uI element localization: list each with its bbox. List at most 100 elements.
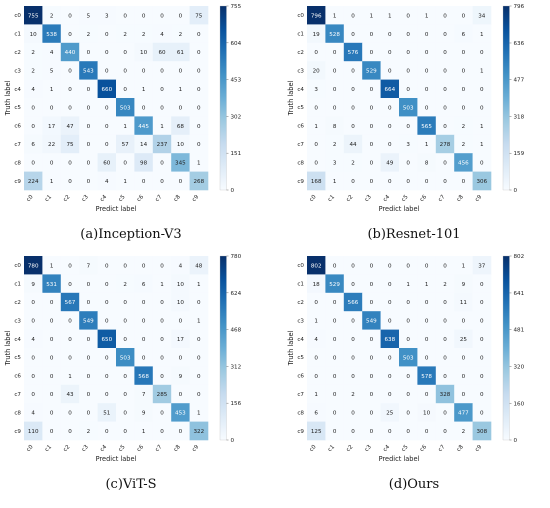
cell-value-label: 0 — [480, 392, 484, 398]
cell-value-label: 780 — [28, 263, 39, 269]
panel-caption: (c)ViT-S — [105, 477, 156, 492]
heatmap-cell — [454, 274, 473, 294]
cell-value-label: 0 — [425, 50, 429, 56]
cell-value-label: 0 — [370, 355, 374, 361]
heatmap-cell — [189, 153, 209, 172]
cell-value-label: 0 — [443, 355, 447, 361]
x-tick-label: c5 — [118, 194, 127, 203]
cell-value-label: 17 — [177, 337, 185, 343]
heatmap-cell — [325, 348, 345, 367]
cell-value-label: 529 — [366, 69, 377, 75]
heatmap-cell — [454, 311, 473, 330]
heatmap-cell — [79, 24, 98, 44]
y-tick-label: c6 — [297, 374, 304, 380]
x-tick-label: c5 — [118, 444, 127, 453]
cell-value-label: 0 — [142, 69, 146, 75]
cell-value-label: 0 — [425, 263, 429, 269]
heatmap-cell — [42, 79, 62, 99]
y-tick-label: c3 — [297, 68, 304, 74]
cell-value-label: 0 — [462, 179, 466, 185]
heatmap-cell — [362, 256, 381, 275]
cell-value-label: 0 — [333, 300, 337, 306]
heatmap-cell — [307, 292, 326, 312]
x-tick-label: c6 — [419, 194, 428, 203]
heatmap-cell — [24, 6, 43, 25]
heatmap-cell — [380, 256, 400, 275]
cell-value-label: 60 — [158, 50, 166, 56]
heatmap-cell — [152, 384, 172, 404]
cell-value-label: 0 — [50, 392, 54, 398]
heatmap-cell — [325, 24, 345, 44]
heatmap-cell — [42, 6, 62, 25]
cell-value-label: 0 — [105, 263, 109, 269]
heatmap-cell — [399, 421, 418, 441]
cell-value-label: 48 — [195, 263, 203, 269]
cell-value-label: 9 — [31, 282, 35, 288]
cell-value-label: 1 — [160, 124, 164, 130]
colorbar-tick-label: 0 — [231, 438, 235, 444]
cell-value-label: 0 — [370, 337, 374, 343]
y-tick-label: c1 — [297, 282, 304, 288]
heatmap-cell — [97, 116, 117, 136]
heatmap-cell — [380, 153, 400, 172]
heatmap-cell — [325, 42, 345, 62]
colorbar-tick-label: 636 — [514, 41, 525, 47]
heatmap-cell — [189, 329, 209, 349]
heatmap-cell — [435, 366, 455, 386]
heatmap-cell — [189, 116, 209, 136]
heatmap-cell — [134, 256, 154, 275]
cell-value-label: 0 — [333, 319, 337, 325]
heatmap-cell — [472, 24, 492, 44]
cell-value-label: 60 — [103, 161, 111, 167]
heatmap-cell — [42, 171, 62, 191]
heatmap-cell — [97, 6, 117, 25]
cell-value-label: 125 — [311, 429, 322, 435]
heatmap-cell — [116, 6, 135, 25]
cell-value-label: 0 — [142, 263, 146, 269]
heatmap-cell — [97, 42, 117, 62]
heatmap-cell — [454, 292, 473, 312]
cell-value-label: 0 — [87, 105, 91, 111]
x-axis-label: Predict label — [96, 455, 137, 463]
heatmap-cell — [116, 311, 135, 330]
cell-value-label: 2 — [142, 32, 146, 38]
heatmap-cell — [380, 61, 400, 80]
cell-value-label: 0 — [388, 179, 392, 185]
heatmap-cell — [134, 171, 154, 191]
heatmap-cell — [24, 24, 43, 44]
cell-value-label: 0 — [388, 374, 392, 380]
cell-value-label: 0 — [31, 161, 35, 167]
cell-value-label: 0 — [351, 13, 355, 19]
heatmap-cell — [189, 311, 209, 330]
heatmap-cell — [116, 24, 135, 44]
y-tick-label: c7 — [297, 142, 304, 148]
x-axis-label: Predict label — [379, 205, 420, 213]
heatmap-cell — [79, 421, 98, 441]
heatmap-cell — [134, 292, 154, 312]
cell-value-label: 2 — [87, 429, 91, 435]
y-tick-label: c9 — [297, 429, 304, 435]
x-tick-label: c6 — [136, 194, 145, 203]
colorbar-tick-label: 477 — [514, 78, 525, 84]
heatmap-cell — [454, 421, 473, 441]
cell-value-label: 578 — [421, 374, 432, 380]
heatmap-cell — [152, 61, 172, 80]
heatmap-cell — [189, 79, 209, 99]
cell-value-label: 0 — [370, 124, 374, 130]
heatmap-cell — [60, 311, 80, 330]
heatmap-cell — [362, 366, 381, 386]
cell-value-label: 308 — [476, 429, 487, 435]
cell-value-label: 0 — [50, 411, 54, 417]
heatmap-cell — [60, 24, 80, 44]
heatmap-cell — [116, 256, 135, 275]
heatmap-cell — [42, 256, 62, 275]
cell-value-label: 6 — [31, 142, 35, 148]
heatmap-cell — [79, 61, 98, 80]
heatmap-cell — [97, 311, 117, 330]
heatmap-cell — [454, 403, 473, 422]
heatmap-cell — [343, 79, 363, 99]
heatmap-cell — [60, 366, 80, 386]
heatmap-cell — [152, 311, 172, 330]
heatmap-cell — [97, 153, 117, 172]
